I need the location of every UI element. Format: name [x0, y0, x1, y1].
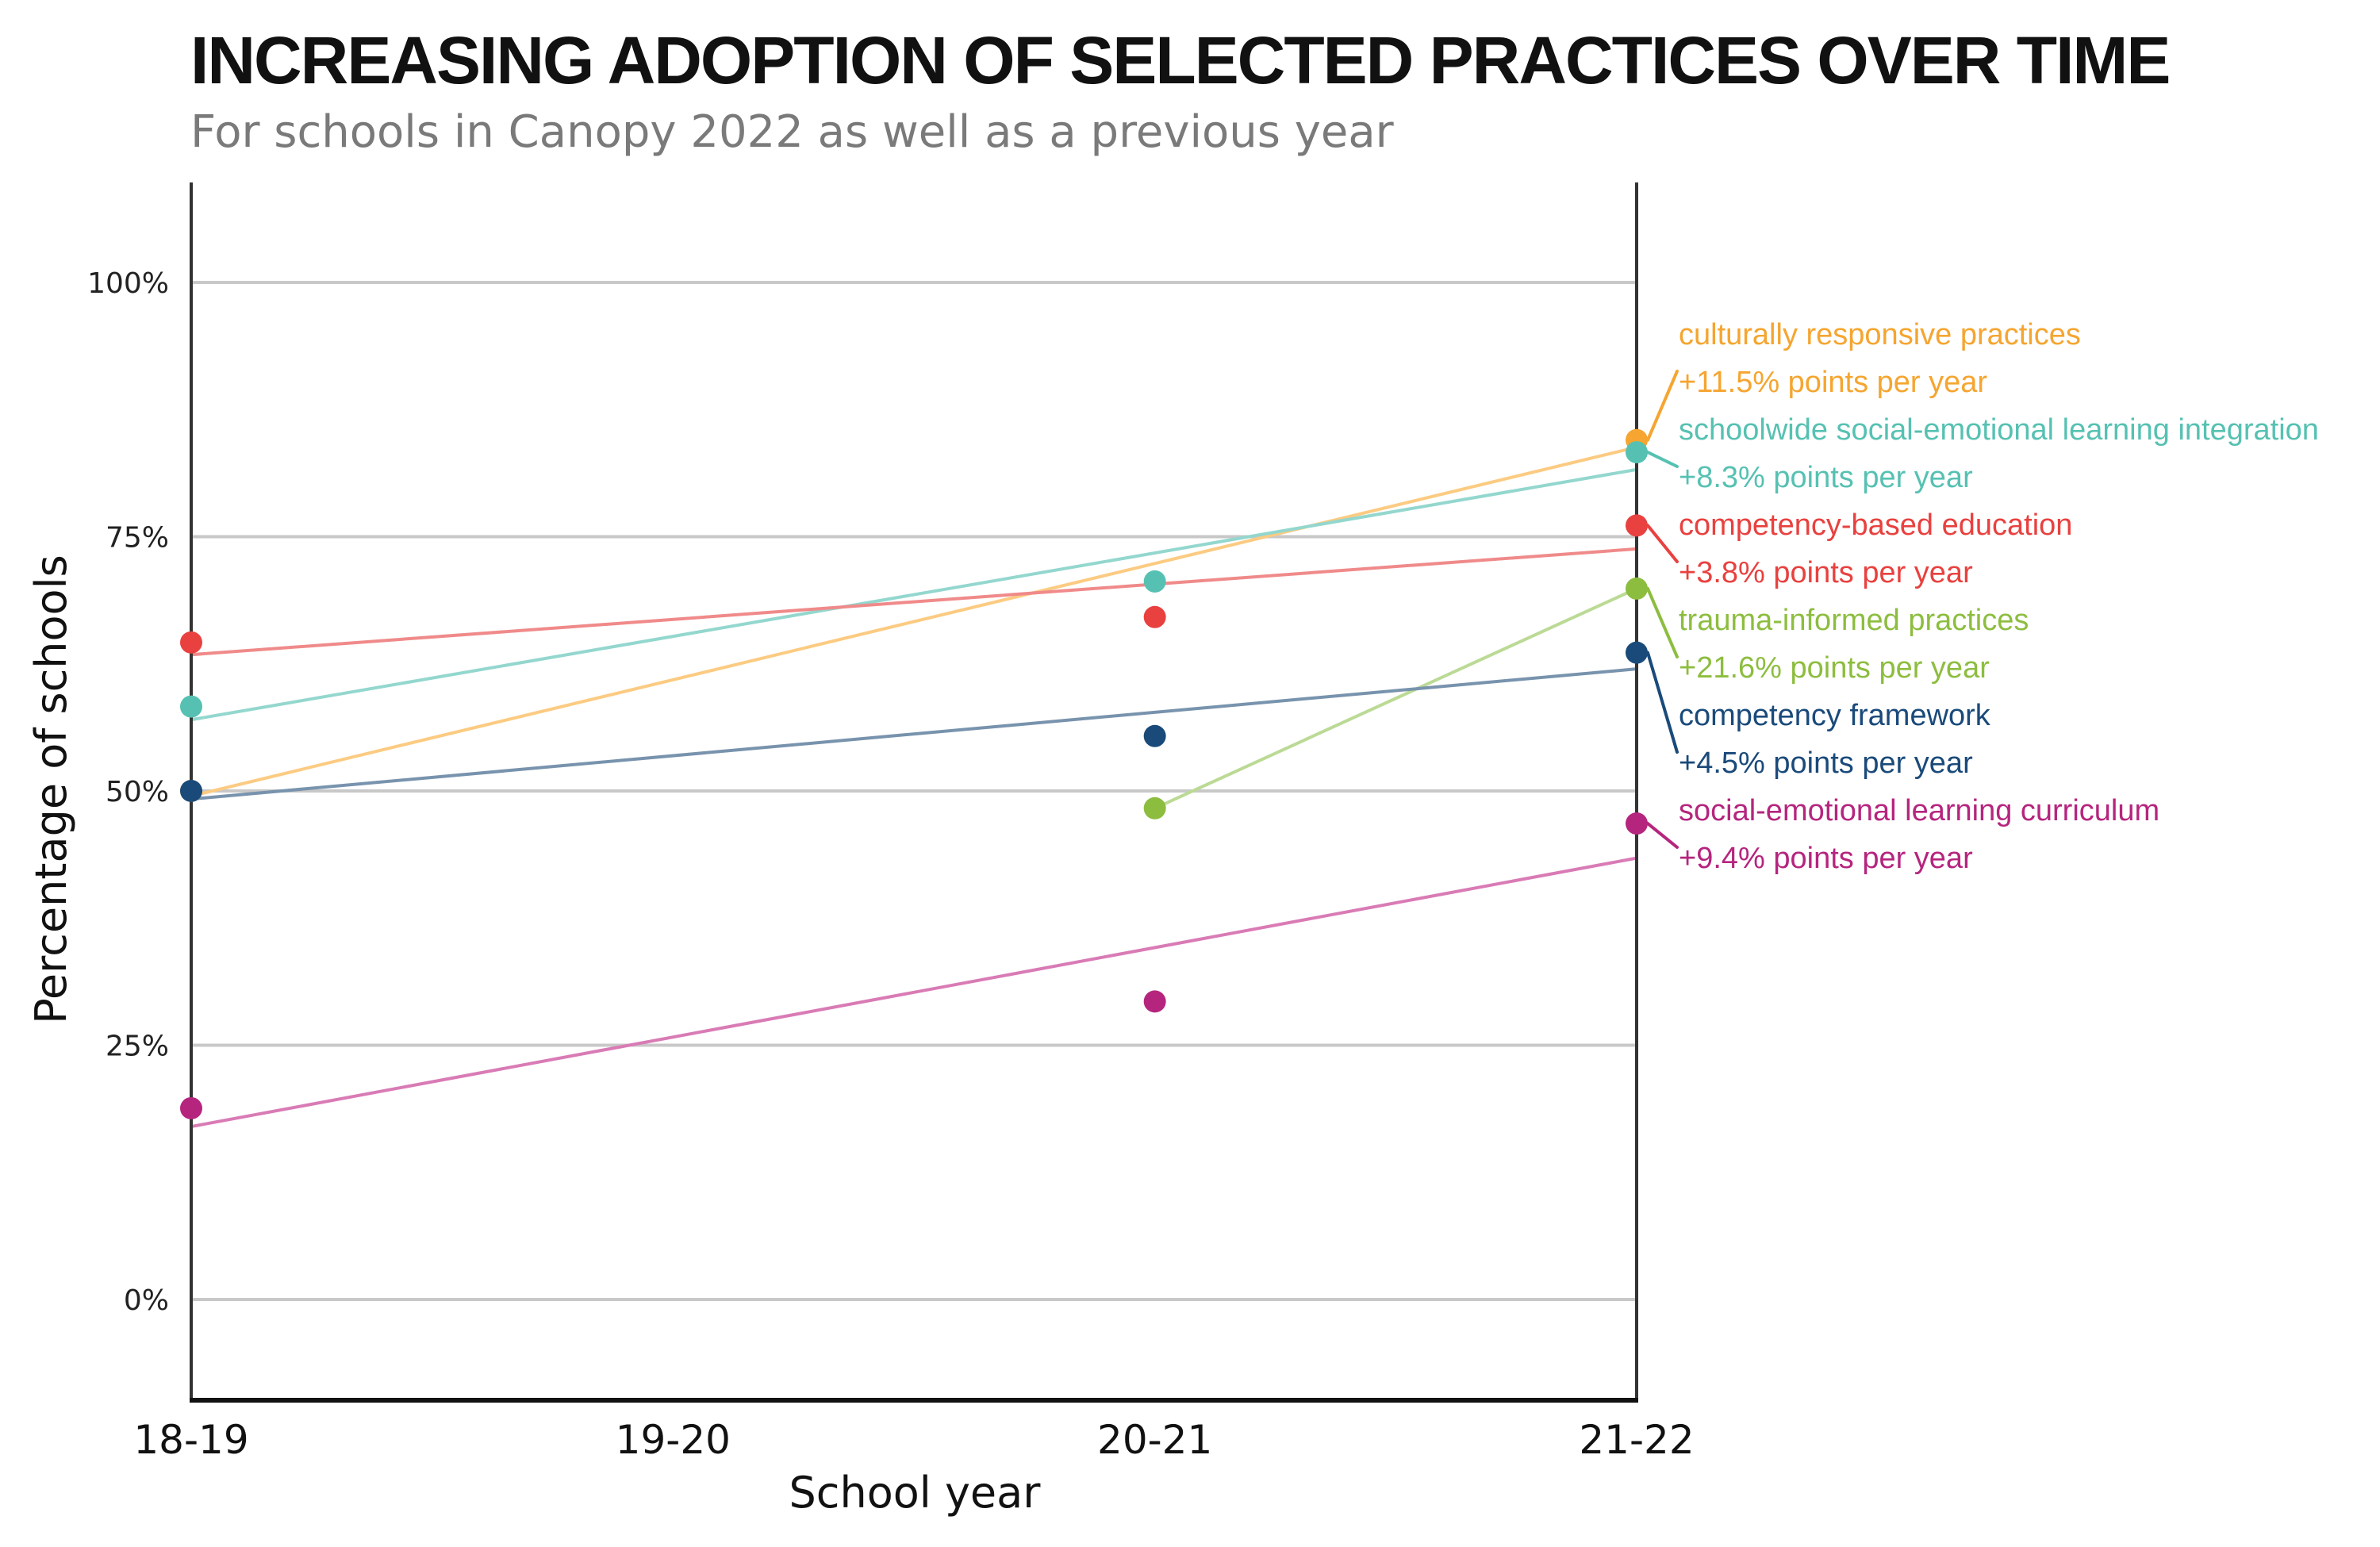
annotation-connector-3 — [1646, 586, 1679, 658]
y-tick-label-2: 50% — [106, 776, 169, 808]
series-label-2: competency-based education — [1679, 509, 2072, 542]
data-point-4-2 — [1626, 641, 1648, 664]
data-point-2-1 — [1143, 605, 1166, 628]
data-point-2-0 — [180, 631, 202, 654]
series-label-1: schoolwide social-emotional learning int… — [1679, 413, 2319, 447]
series-label-5: social-emotional learning curriculum — [1679, 794, 2159, 827]
trend-line-0 — [190, 445, 1638, 798]
x-tick-label-0: 18-19 — [133, 1417, 248, 1463]
annotation-connector-4 — [1646, 651, 1679, 754]
y-axis-title: Percentage of schools — [26, 555, 76, 1023]
series-label-4: competency framework — [1679, 699, 1991, 732]
data-point-5-0 — [180, 1096, 202, 1119]
chart-title: INCREASING ADOPTION OF SELECTED PRACTICE… — [190, 23, 2169, 98]
series-annotation-3: +21.6% points per year — [1679, 651, 1990, 685]
trend-line-4 — [190, 667, 1638, 801]
trend-line-3 — [1153, 586, 1638, 810]
y-tick-label-0: 0% — [124, 1284, 169, 1317]
data-point-5-2 — [1626, 812, 1648, 835]
series-annotations: culturally responsive practices +11.5% po… — [1646, 318, 2319, 875]
series-annotation-4: +4.5% points per year — [1679, 747, 1973, 780]
annotation-connector-5 — [1646, 822, 1679, 849]
series-annotation-2: +3.8% points per year — [1679, 556, 1973, 589]
data-point-4-0 — [180, 780, 202, 802]
x-axis-title: School year — [789, 1468, 1042, 1518]
data-point-3-1 — [1626, 577, 1648, 600]
data-point-2-2 — [1626, 514, 1648, 537]
y-tick-label-1: 25% — [106, 1031, 169, 1063]
series-label-0: culturally responsive practices — [1679, 318, 2081, 351]
data-point-1-0 — [180, 695, 202, 718]
y-tick-labels: 0% 25% 50% 75% 100% — [87, 267, 169, 1317]
x-tick-label-3: 21-22 — [1579, 1417, 1694, 1463]
data-point-3-0 — [1143, 797, 1166, 820]
y-tick-label-4: 100% — [87, 267, 169, 300]
data-point-1-1 — [1143, 570, 1166, 593]
trend-line-2 — [190, 547, 1638, 657]
series-annotation-5: +9.4% points per year — [1679, 842, 1973, 875]
data-point-1-2 — [1626, 441, 1648, 464]
trend-line-1 — [190, 467, 1638, 722]
data-point-4-1 — [1143, 724, 1166, 747]
chart-subtitle: For schools in Canopy 2022 as well as a … — [190, 106, 1395, 158]
x-tick-label-1: 19-20 — [616, 1417, 731, 1463]
series-annotation-0: +11.5% points per year — [1679, 366, 1987, 399]
data-point-5-1 — [1143, 990, 1166, 1013]
trend-line-5 — [190, 856, 1638, 1129]
x-tick-label-2: 20-21 — [1097, 1417, 1212, 1463]
data-points — [180, 428, 1648, 1119]
annotation-connector-2 — [1646, 524, 1679, 563]
annotation-connector-0 — [1646, 370, 1679, 442]
x-tick-labels: 18-19 19-20 20-21 21-22 — [133, 1417, 1694, 1463]
gridlines — [191, 281, 1637, 1301]
trend-lines — [190, 445, 1638, 1129]
series-annotation-1: +8.3% points per year — [1679, 461, 1973, 494]
y-tick-label-3: 75% — [106, 522, 169, 555]
series-label-3: trauma-informed practices — [1679, 604, 2029, 637]
annotation-connector-1 — [1646, 451, 1679, 468]
